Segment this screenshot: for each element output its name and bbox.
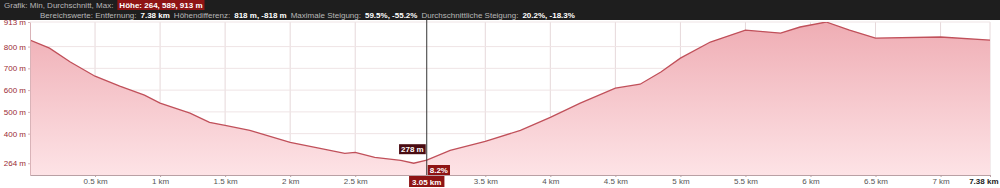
x-tick: 2 km [282, 175, 300, 186]
y-tick-mark [28, 22, 30, 23]
header-value: 59.5%, -55.2% [365, 11, 417, 20]
x-tick: 6.5 km [864, 175, 888, 186]
y-tick: 500 m [4, 108, 30, 117]
cursor-elevation-box [399, 144, 426, 154]
y-tick-mark [28, 112, 30, 113]
x-tick: 4 km [542, 175, 560, 186]
y-tick-label: 600 m [4, 86, 27, 95]
y-grid-line [30, 22, 990, 23]
header-value: 20.2%, -18.3% [522, 11, 574, 20]
x-tick-label: 3.5 km [474, 177, 498, 186]
cursor-distance: 3.05 km [409, 176, 444, 187]
header-label-text: Durchschnittliche Steigung: [421, 11, 518, 20]
x-tick: 1 km [152, 175, 170, 186]
y-tick: 913 m [4, 18, 30, 27]
grid [30, 22, 990, 175]
x-tick: 1.5 km [214, 175, 238, 186]
y-tick-label: 800 m [4, 43, 27, 52]
header-value-box [117, 0, 204, 10]
y-tick: 600 m [4, 86, 30, 95]
header-value: Höhe: 264, 589, 913 m [117, 0, 204, 10]
header-value-text: 7.38 km [141, 11, 170, 20]
header-label-text: Bereichswerte: Entfernung: [40, 11, 137, 20]
header-label: Durchschnittliche Steigung: [421, 11, 518, 20]
x-tick: 6 km [802, 175, 820, 186]
x-tick: 3.5 km [474, 175, 498, 186]
x-tick-label: 6 km [802, 177, 820, 186]
header-value-text: 20.2%, -18.3% [522, 11, 574, 20]
header-value-text: 818 m, -818 m [234, 11, 286, 20]
x-tick: 2.5 km [344, 175, 368, 186]
plot-area [30, 22, 990, 175]
y-tick-mark [28, 90, 30, 91]
y-tick: 400 m [4, 130, 30, 139]
x-axis-line [31, 175, 991, 176]
header-label: Maximale Steigung: [291, 11, 361, 20]
elevation-line [30, 22, 990, 163]
y-tick-mark [28, 68, 30, 69]
y-tick-label: 500 m [4, 108, 27, 117]
x-tick: 5.5 km [734, 175, 758, 186]
x-tick-label: 1.5 km [214, 177, 238, 186]
y-axis: 264 m 400 m 500 m 600 m 700 m 800 m 913 m [4, 18, 31, 175]
x-tick-label: 5 km [672, 177, 690, 186]
header-value: 7.38 km [141, 11, 170, 20]
x-tick-label: 2.5 km [344, 177, 368, 186]
cursor-elevation: 278 m [399, 144, 426, 154]
header-label-text: Maximale Steigung: [291, 11, 361, 20]
header-value-text: 59.5%, -55.2% [365, 11, 417, 20]
x-tick: 0.5 km [84, 175, 108, 186]
y-tick-label: 913 m [4, 18, 27, 27]
cursor-distance-box [409, 176, 444, 187]
y-tick: 700 m [4, 64, 30, 73]
y-tick: 800 m [4, 43, 30, 52]
x-tick-label: 2 km [282, 177, 300, 186]
header-value: 818 m, -818 m [234, 11, 286, 20]
y-axis-line [30, 23, 31, 176]
x-tick-label: 4.5 km [604, 177, 628, 186]
header-label: Bereichswerte: Entfernung: [40, 11, 137, 20]
chart-svg: Grafik: Min, Durchschnitt, Max: Höhe: 264… [0, 0, 1000, 188]
x-tick-label: 4 km [542, 177, 560, 186]
header-label: Höhendifferenz: [174, 11, 230, 20]
header-label-text: Höhendifferenz: [174, 11, 230, 20]
header-label-text: Grafik: Min, Durchschnitt, Max: [4, 1, 113, 10]
header-value-text: Höhe: 264, 589, 913 m [119, 1, 202, 10]
x-tick-label: 5.5 km [734, 177, 758, 186]
y-tick-label: 700 m [4, 64, 27, 73]
x-axis: 0.5 km 1 km 1.5 km 2 km 2.5 km 3.5 km 4 km 4.5 … [31, 175, 999, 186]
x-tick: 7 km [932, 175, 950, 186]
header: Grafik: Min, Durchschnitt, Max: Höhe: 264… [4, 0, 575, 20]
cursor-grade-label: 8.2% [430, 166, 448, 175]
y-tick-label: 264 m [4, 159, 27, 168]
y-tick-mark [28, 47, 30, 48]
header-label: Grafik: Min, Durchschnitt, Max: [4, 1, 113, 10]
cursor-grade-box [428, 165, 450, 175]
cursor-grade: 8.2% [428, 165, 450, 175]
cursor-line [426, 20, 427, 175]
x-tick-label: 6.5 km [864, 177, 888, 186]
y-tick-mark [28, 134, 30, 135]
elevation-area [30, 22, 990, 175]
header-background [0, 0, 1000, 20]
y-tick: 264 m [4, 159, 30, 168]
x-tick: 4.5 km [604, 175, 628, 186]
x-tick: 7.38 km [969, 175, 998, 186]
x-tick-label: 7 km [932, 177, 950, 186]
y-tick-label: 400 m [4, 130, 27, 139]
x-tick-label: 7.38 km [969, 177, 998, 186]
cursor-distance-label: 3.05 km [412, 178, 441, 187]
x-tick-label: 0.5 km [84, 177, 108, 186]
x-tick: 5 km [672, 175, 690, 186]
x-tick-label: 1 km [152, 177, 170, 186]
chart-container: Grafik: Min, Durchschnitt, Max: Höhe: 264… [0, 0, 1000, 188]
cursor-elevation-label: 278 m [401, 145, 424, 154]
cursor: 278 m 8.2% 3.05 km [399, 20, 450, 187]
y-tick-mark [28, 163, 30, 164]
